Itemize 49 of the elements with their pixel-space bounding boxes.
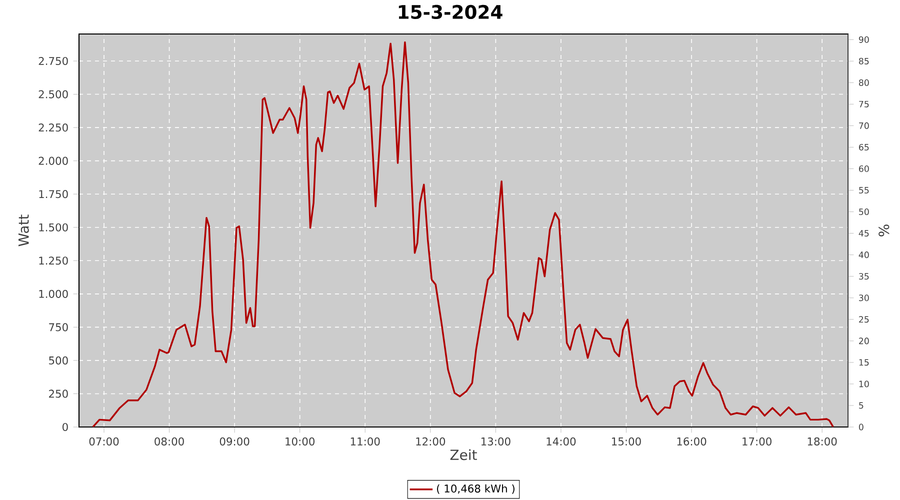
line-series (92, 41, 834, 427)
y2-tick-label: 50 (859, 208, 869, 216)
y2-tick-label: 55 (859, 187, 869, 194)
y-tick-label: 1.250 (39, 256, 68, 265)
x-tick-label: 14:00 (546, 437, 576, 446)
y2-tick-label: 65 (859, 144, 869, 150)
x-tick-label: 11:00 (350, 437, 380, 446)
y-tick-label: 1.000 (39, 290, 68, 298)
y2-tick-label: 25 (859, 316, 869, 323)
y2-tick-label: 5 (859, 402, 864, 409)
y2-tick-label: 45 (858, 230, 869, 237)
y2-tick-label: 10 (859, 380, 869, 388)
x-tick-label: 07:00 (89, 437, 119, 446)
y-tick-label: 1.750 (39, 190, 68, 198)
y-tick-label: 2.500 (38, 90, 68, 98)
x-tick-label: 13:00 (481, 437, 510, 446)
chart-title: 15-3-2024 (398, 4, 502, 20)
y-tick-label: 0 (62, 422, 68, 432)
x-tick-label: 08:00 (154, 437, 184, 446)
y-tick-label: 750 (49, 323, 68, 332)
y2-tick-label: 80 (859, 79, 869, 86)
y2-tick-label: 15 (859, 359, 869, 366)
legend-label: ( 10,468 kWh ) (437, 484, 514, 494)
y2-tick-label: 70 (859, 122, 869, 129)
x-tick-label: 10:00 (286, 437, 315, 446)
y-tick-label: 2.000 (38, 156, 68, 165)
y2-tick-label: 90 (858, 36, 869, 43)
y2-tick-label: 60 (859, 165, 869, 172)
y2-tick-label: 20 (859, 338, 869, 344)
x-tick-label: 16:00 (677, 437, 706, 446)
y2-tick-label: 30 (859, 294, 869, 302)
x-tick-label: 18:00 (808, 437, 837, 446)
y-tick-label: 500 (49, 356, 68, 364)
x-tick-label: 12:00 (416, 437, 446, 446)
y2-axis-title: % (878, 224, 890, 236)
y-tick-label: 2.250 (38, 124, 68, 132)
y2-tick-label: 40 (858, 252, 869, 258)
y2-tick-label: 75 (859, 100, 869, 108)
x-axis-title: Zeit (450, 449, 477, 460)
y-tick-label: 250 (49, 390, 68, 398)
x-tick-label: 09:00 (220, 437, 250, 446)
y-axis-title: Watt (18, 214, 29, 246)
y-tick-label: 2.750 (38, 56, 68, 66)
x-tick-label: 17:00 (742, 437, 772, 446)
y2-tick-label: 85 (859, 58, 869, 64)
y2-tick-label: 35 (859, 273, 869, 280)
y-tick-label: 1.500 (39, 223, 68, 232)
y2-tick-label: 0 (858, 424, 864, 430)
x-tick-label: 15:00 (612, 437, 641, 446)
